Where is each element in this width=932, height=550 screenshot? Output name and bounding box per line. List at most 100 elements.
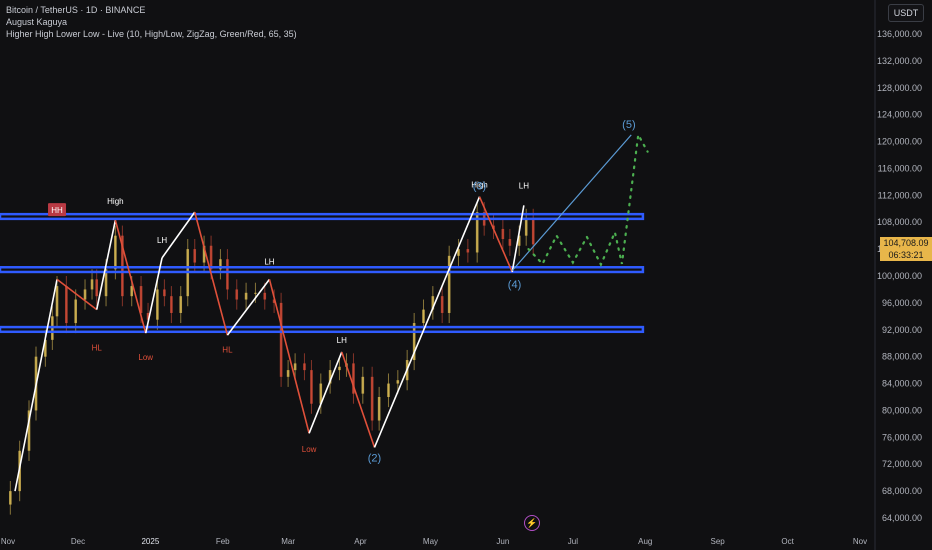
candle-body <box>156 289 159 320</box>
candle-body <box>352 363 355 394</box>
candle-body <box>396 380 400 384</box>
zigzag-segment <box>14 279 58 492</box>
candle-body <box>377 397 381 421</box>
candle-body <box>55 286 59 317</box>
candle-body <box>508 239 512 246</box>
swing-label-high: LH <box>264 258 274 267</box>
zigzag-segment <box>511 205 525 273</box>
swing-label-high: High <box>471 180 487 189</box>
projected-path <box>527 131 649 268</box>
candle-body <box>361 376 365 394</box>
y-tick-label: 112,000.00 <box>878 190 922 200</box>
chart-legend: Bitcoin / TetherUS · 1D · BINANCE August… <box>6 4 297 40</box>
y-tick-label: 124,000.00 <box>877 110 922 120</box>
y-tick-label: 108,000.00 <box>877 217 922 227</box>
last-price-value: 104,708.09 <box>883 238 929 248</box>
candle-body <box>83 289 87 300</box>
candle-body <box>263 292 267 300</box>
y-tick-label: 84,000.00 <box>882 379 922 389</box>
candle-body <box>104 269 108 297</box>
candle-body <box>44 339 47 357</box>
x-tick-label: Mar <box>281 537 295 546</box>
x-tick-label: May <box>423 537 438 546</box>
projection-trendline <box>511 134 632 272</box>
x-tick-label: Apr <box>354 537 367 546</box>
candle-body <box>235 289 239 300</box>
candle-body <box>139 286 143 313</box>
x-tick-label: 2025 <box>141 537 159 546</box>
candle-body <box>293 363 297 371</box>
candle-body <box>524 218 528 236</box>
swing-label-high: HH <box>51 206 63 215</box>
x-tick-label: Feb <box>216 537 230 546</box>
y-tick-label: 72,000.00 <box>882 459 922 469</box>
candle-body <box>412 323 416 361</box>
candle-body <box>179 296 183 313</box>
swing-label-low: HL <box>92 344 103 353</box>
candle-body <box>431 296 435 310</box>
candle-body <box>193 249 197 263</box>
candle-body <box>370 376 374 421</box>
zigzag-segment <box>95 220 117 310</box>
candle-body <box>146 312 150 320</box>
x-tick-label: Nov <box>853 537 867 546</box>
lightning-glyph: ⚡ <box>526 517 538 528</box>
x-tick-label: Jun <box>496 537 509 546</box>
y-tick-label: 64,000.00 <box>882 513 922 523</box>
x-tick-label: Sep <box>710 537 725 546</box>
candle-body <box>130 286 134 297</box>
candle-body <box>170 296 173 313</box>
y-tick-label: 76,000.00 <box>882 432 922 442</box>
candle-body <box>114 235 117 270</box>
candle-body <box>121 235 124 297</box>
zigzag-segment <box>226 278 271 336</box>
y-tick-label: 96,000.00 <box>882 298 922 308</box>
zigzag-segment <box>193 211 229 336</box>
y-tick-label: 68,000.00 <box>882 486 922 496</box>
zigzag-segment <box>373 196 481 448</box>
symbol-title[interactable]: Bitcoin / TetherUS · 1D · BINANCE <box>6 5 146 15</box>
hh-label-box <box>48 203 67 217</box>
candle-body <box>95 279 99 297</box>
zigzag-segment <box>478 196 513 273</box>
lightning-event-icon[interactable]: ⚡ <box>524 515 540 531</box>
y-tick-label: 132,000.00 <box>877 56 922 66</box>
candle-body <box>517 235 521 246</box>
x-tick-label: Oct <box>781 537 794 546</box>
swing-label-high: High <box>107 197 123 206</box>
y-tick-label: 128,000.00 <box>877 83 922 93</box>
indicator-label[interactable]: Higher High Lower Low - Live (10, High/L… <box>6 29 297 39</box>
y-tick-label: 116,000.00 <box>878 163 922 173</box>
candle-body <box>387 383 390 397</box>
zigzag-segment <box>268 279 310 434</box>
swing-label-high: LH <box>519 182 529 191</box>
zigzag-segment <box>308 351 343 434</box>
candle-body <box>466 249 470 253</box>
x-tick-label: Jul <box>568 537 578 546</box>
candle-body <box>244 292 248 300</box>
swing-label-low: HL <box>222 346 233 355</box>
candle-body <box>328 370 332 384</box>
candle-body <box>163 289 166 297</box>
y-tick-label: 80,000.00 <box>882 405 922 415</box>
candle-body <box>286 370 290 377</box>
candle-body <box>254 292 257 294</box>
support-resistance-zone <box>0 212 645 221</box>
candle-body <box>457 249 460 256</box>
candle-body <box>65 286 68 324</box>
zigzag-segment <box>114 219 147 334</box>
candle-body <box>279 302 283 377</box>
candle-body <box>9 491 12 505</box>
currency-button[interactable]: USDT <box>888 4 924 22</box>
elliott-wave-label: (3) <box>473 180 486 192</box>
candle-body <box>447 255 451 313</box>
x-tick-label: Nov <box>1 537 15 546</box>
candle-body <box>310 370 313 404</box>
zigzag-segment <box>144 257 163 334</box>
zigzag-segment <box>161 211 196 259</box>
candle-body <box>209 245 213 270</box>
y-tick-label: 120,000.00 <box>877 137 922 147</box>
author-name: August Kaguya <box>6 17 68 27</box>
